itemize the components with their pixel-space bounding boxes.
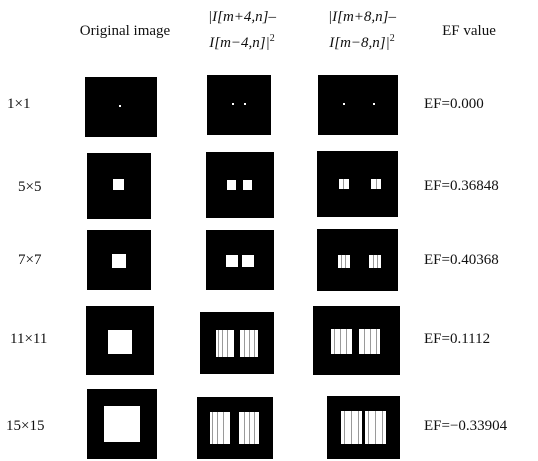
original-image-7x7 [87,230,151,290]
header-shift-8-line1: |I[m+8,n]– [328,9,396,25]
white-block [242,255,254,267]
ef-value: EF=0.000 [424,96,484,112]
header-shift-8-exponent: 2 [389,33,395,44]
white-striped-block [240,330,258,357]
row-size-label: 7×7 [18,252,42,268]
white-striped-block [210,412,230,444]
shift-8-image-11x11 [313,306,400,375]
white-striped-block [339,179,349,189]
original-image-15x15 [87,389,157,459]
white-striped-block [359,329,380,354]
shift-8-image-15x15 [327,396,400,459]
white-point [232,103,234,105]
white-square [119,105,121,107]
shift-4-image-7x7 [206,230,274,290]
white-square [113,179,124,190]
shift-4-image-1x1 [207,75,271,135]
white-striped-block [369,255,381,268]
header-original-image: Original image [79,23,171,39]
row-size-label: 5×5 [18,179,42,195]
shift-4-image-11x11 [200,312,274,374]
white-striped-block [331,329,352,354]
header-shift-4-difference: |I[m+4,n]– I[m−4,n]|2 [192,6,292,54]
ef-value: EF=0.40368 [424,252,499,268]
shift-4-image-15x15 [197,397,273,459]
white-point [343,103,345,105]
white-point [373,103,375,105]
header-shift-4-exponent: 2 [269,33,275,44]
white-striped-block [216,330,234,357]
header-shift-4-line1: |I[m+4,n]– [208,9,276,25]
shift-8-image-5x5 [317,151,398,217]
white-square [108,330,132,354]
original-image-1x1 [85,77,157,137]
header-ef-value: EF value [442,23,496,39]
ef-value: EF=0.1112 [424,331,491,347]
row-size-label: 1×1 [7,96,31,112]
shift-8-image-7x7 [317,229,398,291]
white-striped-block [371,179,381,189]
original-image-5x5 [87,153,151,219]
white-block [243,180,252,190]
header-shift-8-line2: I[m−8,n]| [329,35,390,51]
white-striped-block [239,412,259,444]
ef-value: EF=0.36848 [424,178,499,194]
header-shift-8-difference: |I[m+8,n]– I[m−8,n]|2 [312,6,412,54]
white-striped-block [338,255,350,268]
original-image-11x11 [86,306,154,375]
white-square [112,254,126,268]
shift-4-image-5x5 [206,152,274,218]
white-striped-block [341,411,362,444]
white-striped-block [365,411,386,444]
white-point [244,103,246,105]
shift-8-image-1x1 [318,75,398,135]
white-square [104,406,140,442]
header-shift-4-line2: I[m−4,n]| [209,35,270,51]
white-block [226,255,238,267]
row-size-label: 15×15 [6,418,45,434]
ef-value: EF=−0.33904 [424,418,508,434]
white-block [227,180,236,190]
row-size-label: 11×11 [10,331,48,347]
